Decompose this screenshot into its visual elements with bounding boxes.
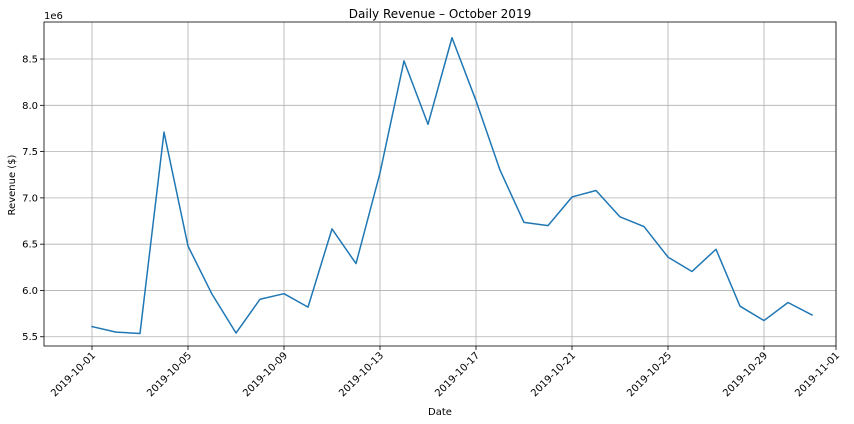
y-tick-label: 6.0 — [22, 286, 38, 297]
x-tick-label: 2019-10-01 — [49, 350, 98, 399]
plot-frame — [43, 21, 837, 347]
revenue-line — [91, 36, 814, 335]
x-tick-label: 2019-10-29 — [721, 350, 770, 399]
series-layer — [91, 36, 814, 335]
grid — [44, 22, 837, 346]
x-tick-label: 2019-10-13 — [337, 350, 386, 399]
x-axis-label: Date — [428, 407, 452, 418]
y-axis-label: Revenue ($) — [7, 154, 18, 215]
x-tick-label: 2019-10-25 — [625, 350, 674, 399]
y-tick-label: 6.5 — [22, 240, 38, 251]
y-tick-label: 7.0 — [22, 193, 38, 204]
x-tick-label: 2019-10-09 — [241, 350, 290, 399]
y-axis: 5.5 6.0 6.5 7.0 7.5 8.0 8.5 — [22, 55, 44, 343]
x-tick-label: 2019-11-01 — [793, 350, 842, 399]
y-tick-label: 7.5 — [22, 147, 38, 158]
y-tick-label: 8.0 — [22, 101, 38, 112]
x-axis: 2019-10-01 2019-10-05 2019-10-09 2019-10-13… — [49, 346, 842, 399]
x-tick-label: 2019-10-17 — [433, 350, 482, 399]
y-tick-label: 5.5 — [22, 332, 38, 343]
chart-title: Daily Revenue – October 2019 — [349, 7, 531, 21]
x-tick-label: 2019-10-05 — [145, 350, 194, 399]
y-offset-label: 1e6 — [44, 11, 63, 22]
x-tick-label: 2019-10-21 — [529, 350, 578, 399]
y-tick-label: 8.5 — [22, 55, 38, 66]
